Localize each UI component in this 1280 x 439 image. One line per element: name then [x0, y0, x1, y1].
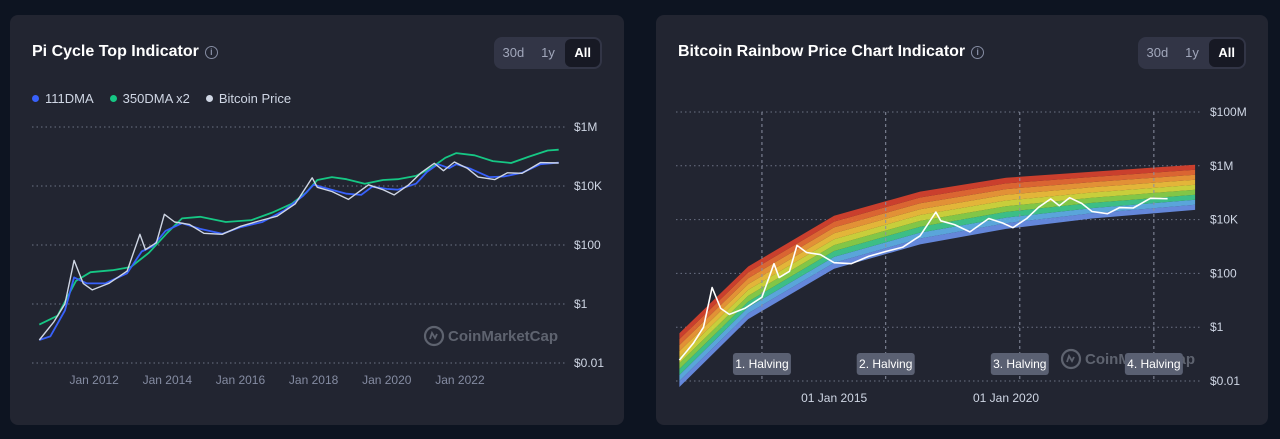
y-tick-label: $1M: [574, 120, 597, 134]
y-tick-label: $1: [574, 297, 588, 311]
rainbow-range-toggle: 30d 1y All: [1138, 37, 1246, 69]
halving-label: 3. Halving: [990, 353, 1049, 375]
rainbow-band: [679, 174, 1196, 352]
rainbow-band: [679, 199, 1196, 381]
x-tick-label: Jan 2018: [289, 373, 339, 387]
watermark-text: CoinMarketCap: [448, 328, 558, 345]
rainbow-band: [679, 179, 1196, 358]
cmc-logo-mark: [429, 330, 438, 340]
y-tick-label: $10K: [1210, 213, 1238, 227]
halving-label: 2. Halving: [856, 353, 915, 375]
halving-label: 4. Halving: [1124, 353, 1183, 375]
rainbow-title-text: Bitcoin Rainbow Price Chart Indicator: [678, 43, 966, 60]
range-30d-button[interactable]: 30d: [1146, 45, 1169, 60]
halving-label-bg: [732, 353, 791, 375]
info-icon[interactable]: i: [204, 46, 218, 59]
halving-label-text: 3. Halving: [993, 357, 1046, 371]
range-30d-button[interactable]: 30d: [502, 45, 525, 60]
y-tick-label: $0.01: [1210, 374, 1240, 388]
legend-item-111dma[interactable]: 111DMA: [32, 91, 94, 106]
info-icon[interactable]: i: [971, 46, 985, 59]
y-tick-label: $10K: [574, 179, 602, 193]
legend-label: 350DMA x2: [122, 91, 190, 106]
halving-label-bg: [856, 353, 915, 375]
range-1y-button[interactable]: 1y: [1185, 45, 1199, 60]
rainbow-band: [679, 164, 1196, 340]
halving-label-bg: [990, 353, 1049, 375]
y-tick-label: $100: [574, 238, 601, 252]
range-all-button[interactable]: All: [565, 39, 601, 67]
x-tick-label: Jan 2012: [69, 373, 119, 387]
series-line-350dma-x2: [38, 148, 559, 326]
legend-label: Bitcoin Price: [218, 91, 292, 106]
legend-label: 111DMA: [45, 91, 94, 106]
y-tick-label: $1: [1210, 320, 1224, 334]
halving-label: 1. Halving: [732, 353, 791, 375]
pi-cycle-range-toggle: 30d 1y All: [494, 37, 602, 69]
x-tick-label: Jan 2014: [143, 373, 193, 387]
halving-label-text: 4. Halving: [1127, 357, 1180, 371]
x-tick-label: 01 Jan 2020: [973, 391, 1039, 405]
rainbow-card: Bitcoin Rainbow Price Chart Indicator i 3…: [656, 15, 1268, 425]
rainbow-band: [679, 169, 1196, 346]
pi-cycle-title: Pi Cycle Top Indicator i: [32, 43, 218, 61]
cmc-logo-icon: [423, 325, 445, 347]
legend-dot: [32, 95, 39, 102]
legend-item-bitcoin-price[interactable]: Bitcoin Price: [205, 91, 292, 106]
pi-cycle-card: Pi Cycle Top Indicator i 30d 1y All 111DM…: [10, 15, 624, 425]
rainbow-band: [679, 204, 1196, 387]
coinmarketcap-watermark: CoinMarketCap: [423, 325, 558, 347]
rainbow-band: [679, 189, 1196, 369]
range-1y-button[interactable]: 1y: [541, 45, 555, 60]
y-tick-label: $100: [1210, 266, 1237, 280]
halving-label-text: 1. Halving: [735, 357, 788, 371]
rainbow-chart[interactable]: $100M$1M$10K$100$1$0.01CoinMarketCap1. H…: [656, 15, 1268, 425]
y-tick-label: $100M: [1210, 105, 1247, 119]
pi-cycle-title-text: Pi Cycle Top Indicator: [32, 43, 199, 60]
x-tick-label: Jan 2022: [435, 373, 485, 387]
cmc-logo-mark: [1066, 353, 1075, 363]
halving-label-text: 2. Halving: [859, 357, 912, 371]
series-line-bitcoin-price: [38, 161, 559, 341]
range-all-button[interactable]: All: [1209, 39, 1245, 67]
legend-item-350dma[interactable]: 350DMA x2: [109, 91, 190, 106]
pi-cycle-legend: 111DMA 350DMA x2 Bitcoin Price: [32, 91, 291, 106]
series-line-111dma: [39, 161, 559, 341]
x-tick-label: Jan 2020: [362, 373, 412, 387]
rainbow-bands: [679, 164, 1196, 387]
x-tick-label: 01 Jan 2015: [801, 391, 867, 405]
rainbow-band: [679, 194, 1196, 375]
rainbow-band: [679, 184, 1196, 364]
x-tick-label: Jan 2016: [216, 373, 266, 387]
cmc-logo-icon: [1060, 348, 1082, 370]
rainbow-title: Bitcoin Rainbow Price Chart Indicator i: [678, 43, 985, 61]
y-tick-label: $1M: [1210, 159, 1233, 173]
pi-cycle-chart[interactable]: $1M $10K $100 $1 $0.01 Jan 2012 Jan 2014 Jan 20…: [10, 15, 624, 425]
halving-label-bg: [1124, 353, 1183, 375]
legend-dot: [109, 95, 117, 102]
series-line-bitcoin-price: [678, 196, 1168, 361]
y-tick-label: $0.01: [574, 356, 604, 370]
legend-dot: [205, 95, 213, 102]
